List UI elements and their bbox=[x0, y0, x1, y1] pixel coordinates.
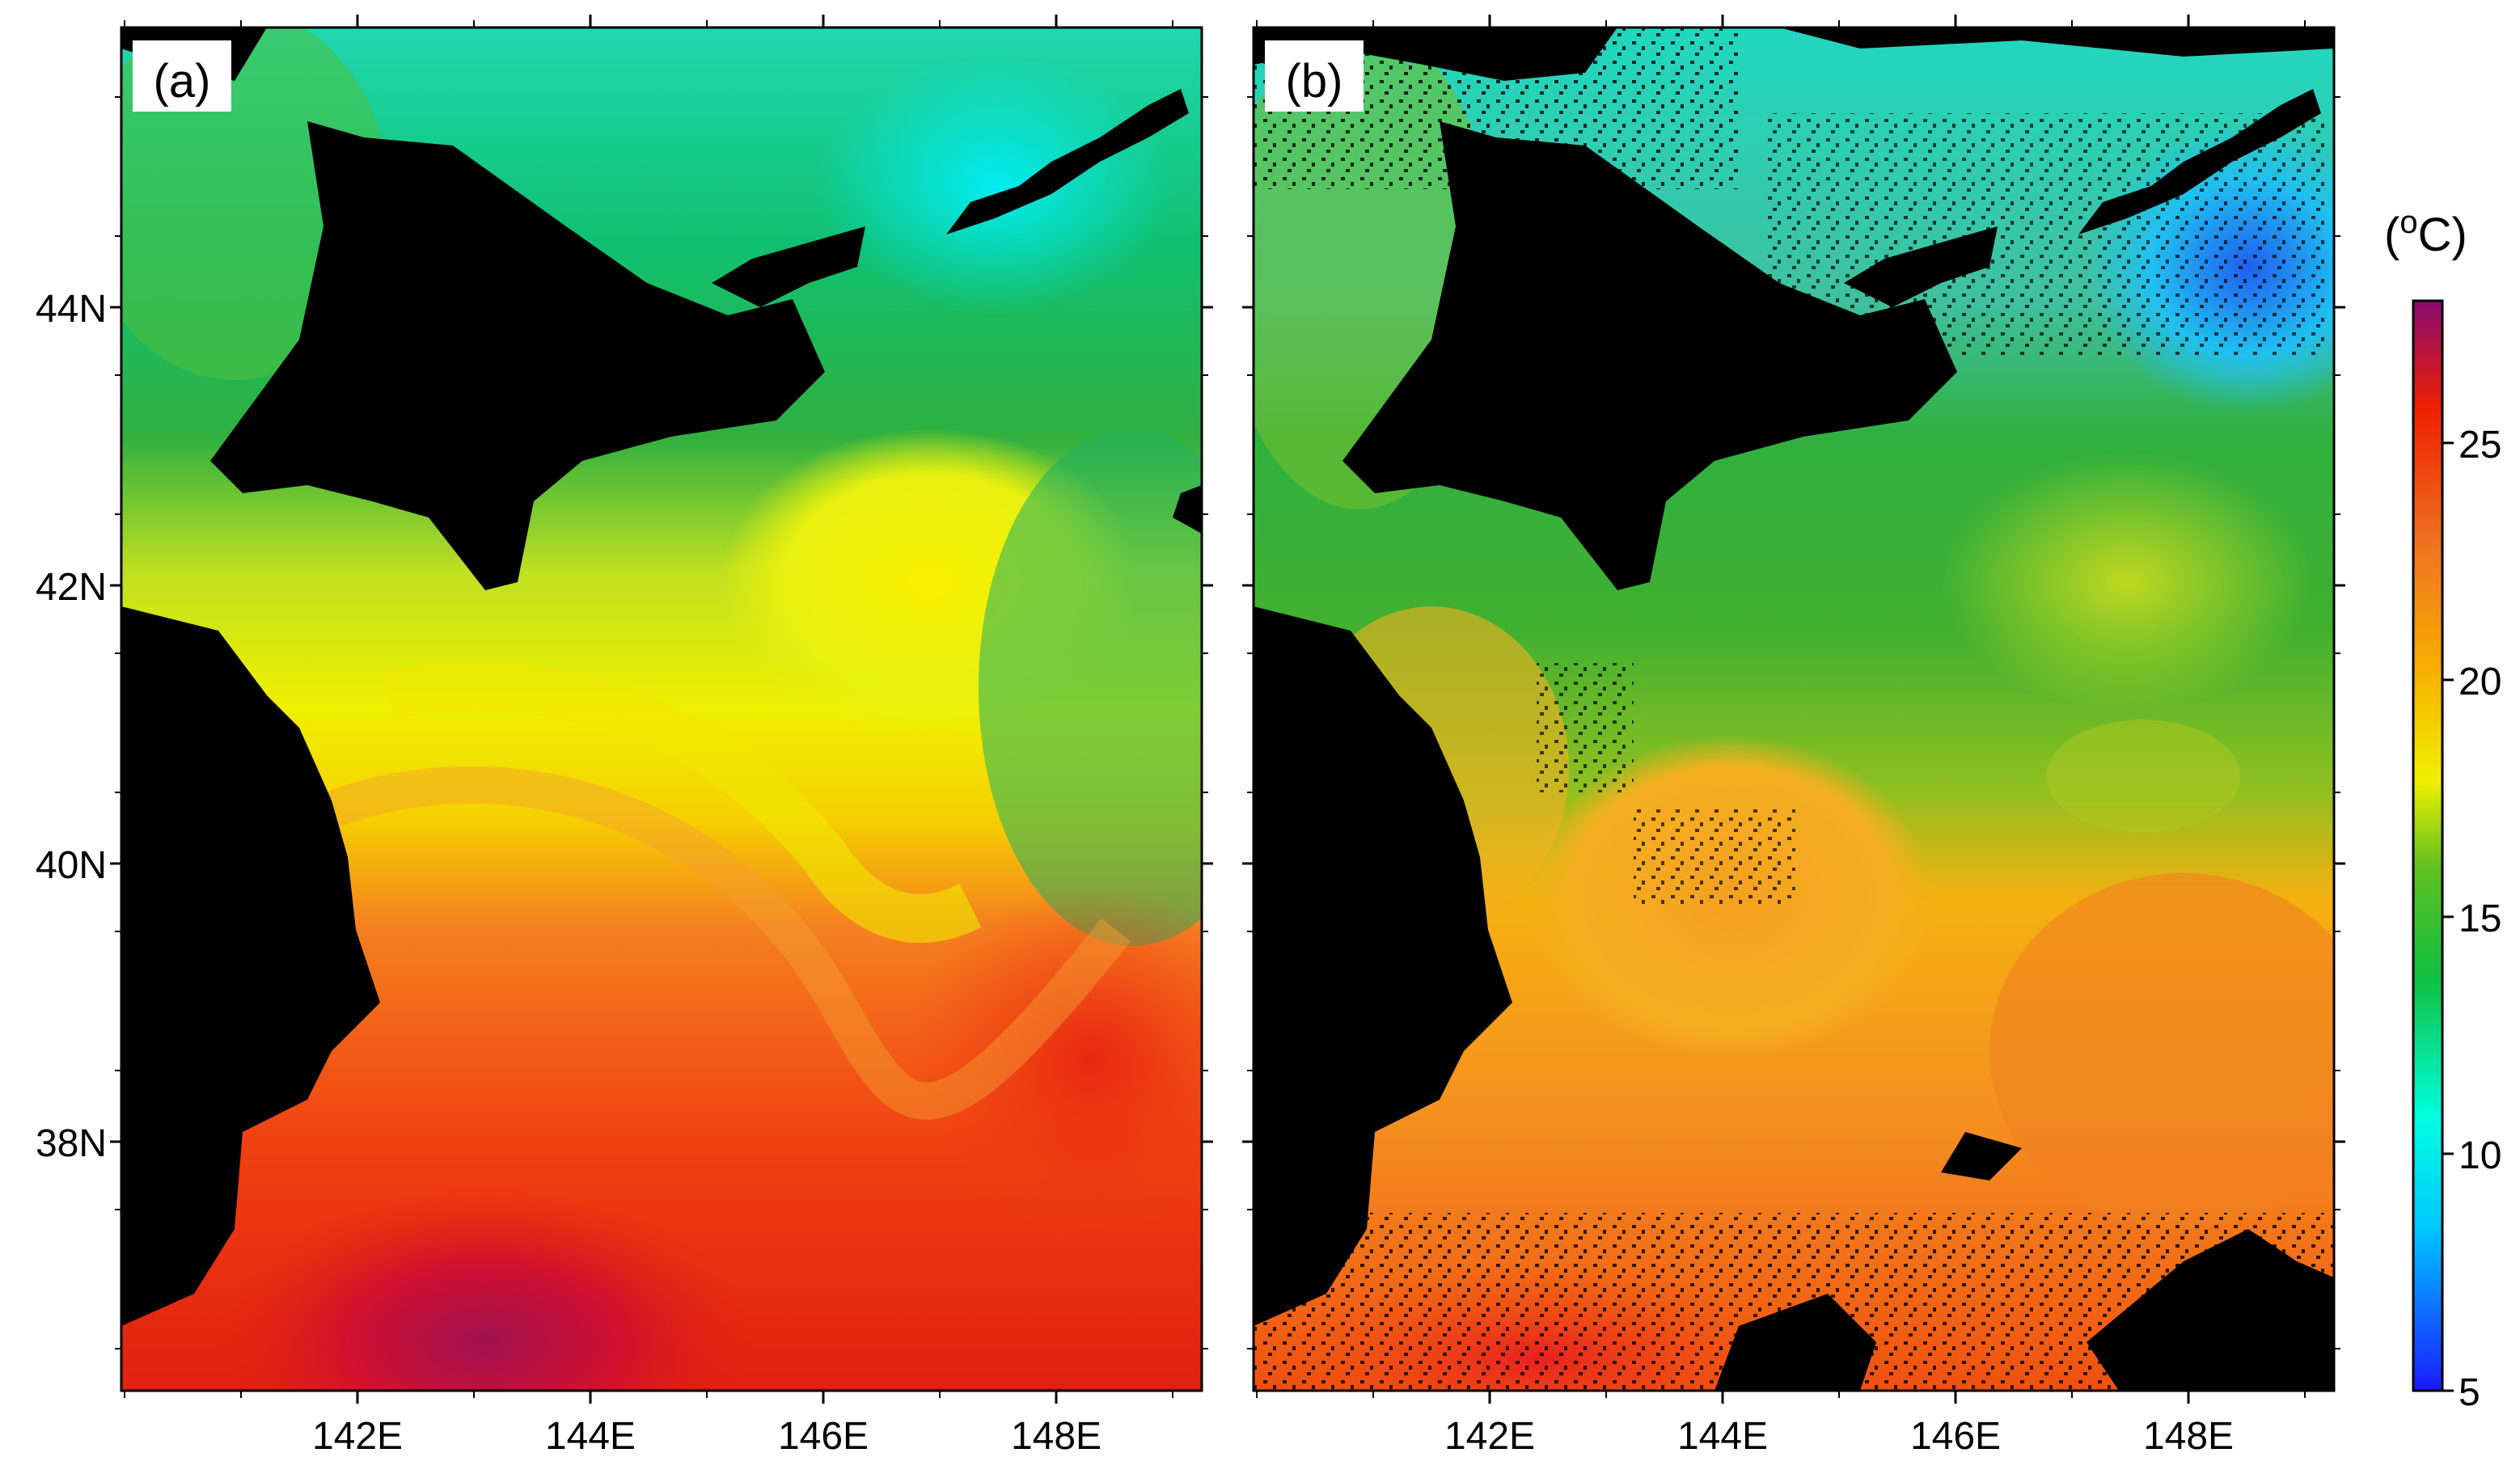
lat-tick-label: 40N bbox=[36, 844, 107, 887]
panel-b-axes: 142E 144E 146E 148E bbox=[1242, 15, 2345, 1457]
colorbar-tick-label: 15 bbox=[2459, 897, 2501, 940]
panel-a-frame bbox=[120, 26, 1203, 1392]
panel-a-label-box bbox=[133, 40, 231, 112]
colorbar-ticks: 25 20 15 10 5 bbox=[2442, 424, 2501, 1414]
panel-b-frame bbox=[1252, 26, 2336, 1392]
panel-b-label: (b) bbox=[1286, 55, 1343, 108]
colorbar-tick-label: 25 bbox=[2459, 424, 2501, 467]
lat-tick-label: 38N bbox=[36, 1122, 107, 1165]
lat-tick-label: 42N bbox=[36, 566, 107, 609]
panel-b-sst-field bbox=[1254, 27, 2334, 1391]
lon-tick-label: 146E bbox=[1910, 1415, 2001, 1457]
panel-a-label: (a) bbox=[154, 55, 211, 108]
panel-a: (a) 44N 42N 40N 38N 142E 144E 146E 148E bbox=[36, 15, 1213, 1457]
lon-tick-label: 148E bbox=[2143, 1415, 2234, 1457]
panel-a-sst-field bbox=[121, 27, 1202, 1391]
colorbar-tick-label: 20 bbox=[2459, 661, 2501, 703]
lon-tick-label: 144E bbox=[545, 1415, 636, 1457]
panel-b: (b) 142E 144E 146E 148E bbox=[1242, 15, 2345, 1457]
lon-tick-label: 144E bbox=[1677, 1415, 1768, 1457]
colorbar-tick-label: 10 bbox=[2459, 1134, 2501, 1177]
colorbar-scale bbox=[2412, 299, 2444, 1392]
lon-tick-label: 146E bbox=[778, 1415, 869, 1457]
colorbar-tick-label: 5 bbox=[2459, 1371, 2480, 1414]
lat-tick-label: 44N bbox=[36, 288, 107, 331]
panel-a-axes: 44N 42N 40N 38N 142E 144E 146E 148E bbox=[36, 15, 1213, 1457]
lon-tick-label: 148E bbox=[1011, 1415, 1101, 1457]
panel-b-label-box bbox=[1265, 40, 1364, 112]
lon-tick-label: 142E bbox=[312, 1415, 403, 1457]
lon-tick-label: 142E bbox=[1444, 1415, 1535, 1457]
colorbar-unit: (oC) bbox=[2384, 205, 2467, 261]
colorbar: (oC) 25 20 15 10 5 bbox=[2384, 205, 2501, 1414]
